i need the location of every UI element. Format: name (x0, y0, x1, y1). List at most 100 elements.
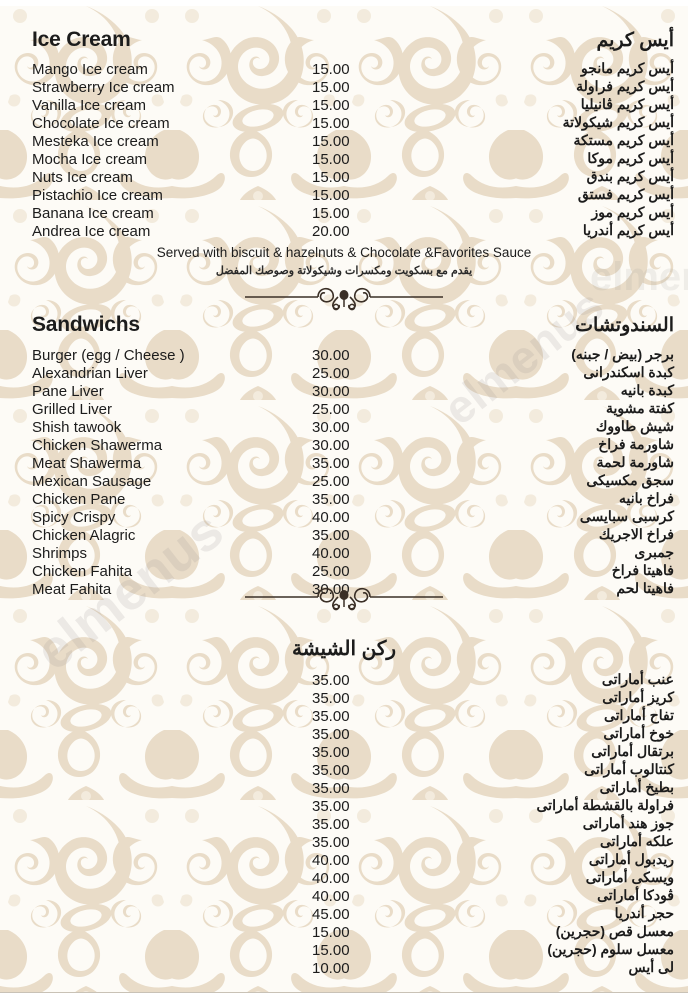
item-name-ar: بطيخ أماراتى (599, 779, 674, 795)
item-name-en: Chicken Alagric (32, 527, 136, 544)
item-price: 35.00 (312, 816, 350, 833)
ice-cream-title-en: Ice Cream (32, 28, 131, 51)
item-name-ar: فراخ الاجريك (598, 526, 674, 542)
item-name-ar: حجر أندريا (614, 905, 674, 921)
item-name-en: Shrimps (32, 545, 88, 562)
item-name-en: Meat Shawerma (32, 455, 142, 472)
item-name-en: Shish tawook (32, 419, 122, 436)
item-name-en: Vanilla Ice cream (32, 97, 146, 114)
menu-row: Burger (egg / Cheese ) 30.00 برجر (بيض /… (0, 346, 688, 365)
item-name-ar: علكه أماراتى (600, 833, 674, 849)
item-price: 15.00 (312, 924, 350, 941)
item-price: 30.00 (312, 347, 350, 364)
item-name-ar: كنتالوب أماراتى (584, 761, 674, 777)
item-name-en: Chicken Pane (32, 491, 126, 508)
item-price: 40.00 (312, 870, 350, 887)
item-price: 35.00 (312, 780, 350, 797)
item-price: 35.00 (312, 708, 350, 725)
item-name-ar: برجر (بيض / جبنه) (571, 346, 674, 362)
menu-row: Mexican Sausage 25.00 سجق مكسيكى (0, 472, 688, 491)
menu-row: Mango Ice cream 15.00 أيس كريم مانجو (0, 60, 688, 79)
sandwichs-title-en: Sandwichs (32, 313, 140, 336)
item-name-ar: فراولة بالقشطة أماراتى (536, 797, 674, 813)
sandwichs-item-list: Burger (egg / Cheese ) 30.00 برجر (بيض /… (0, 346, 688, 599)
item-price: 15.00 (312, 205, 350, 222)
item-name-ar: أيس كريم فستق (577, 186, 674, 202)
shisha-row: 35.00 تفاح أماراتى (0, 707, 688, 726)
item-name-ar: كرسبى سبايسى (579, 508, 674, 524)
item-name-en: Burger (egg / Cheese ) (32, 347, 185, 364)
item-price: 30.00 (312, 437, 350, 454)
shisha-row: 35.00 علكه أماراتى (0, 833, 688, 852)
item-name-ar: أيس كريم موكا (587, 150, 674, 166)
ice-cream-item-list: Mango Ice cream 15.00 أيس كريم مانجو Str… (0, 60, 688, 241)
item-name-en: Pane Liver (32, 383, 104, 400)
item-price: 30.00 (312, 419, 350, 436)
item-name-en: Mocha Ice cream (32, 151, 148, 168)
item-price: 35.00 (312, 455, 350, 472)
item-price: 35.00 (312, 690, 350, 707)
item-name-ar: أيس كريم أندريا (582, 222, 674, 238)
item-name-ar: كريز أماراتى (602, 689, 674, 705)
shisha-row: 15.00 معسل قص (حجرين) (0, 923, 688, 942)
shisha-row: 40.00 ڤودكا أماراتى (0, 887, 688, 906)
item-name-en: Pistachio Ice cream (32, 187, 163, 204)
shisha-row: 10.00 لى أيس (0, 959, 688, 978)
item-name-en: Alexandrian Liver (32, 365, 148, 382)
menu-row: Chocolate Ice cream 15.00 أيس كريم شيكول… (0, 114, 688, 133)
menu-row: Shrimps 40.00 جمبرى (0, 544, 688, 563)
item-name-ar: معسل سلوم (حجرين) (547, 941, 674, 957)
item-price: 35.00 (312, 762, 350, 779)
item-name-en: Chicken Shawerma (32, 437, 163, 454)
menu-row: Mesteka Ice cream 15.00 أيس كريم مستكة (0, 132, 688, 151)
menu-row: Pane Liver 30.00 كبدة بانيه (0, 382, 688, 401)
item-name-en: Mesteka Ice cream (32, 133, 159, 150)
item-name-ar: سجق مكسيكى (586, 472, 674, 488)
item-price: 15.00 (312, 187, 350, 204)
shisha-section-title: ركن الشيشة (291, 638, 397, 660)
item-name-ar: أيس كريم موز (591, 204, 674, 220)
serving-note-ar: يقدم مع بسكويت ومكسرات وشيكولاتة وصوصك ا… (215, 265, 473, 277)
item-price: 20.00 (312, 223, 350, 240)
item-price: 40.00 (312, 509, 350, 526)
item-name-ar: كفتة مشوية (606, 400, 674, 416)
item-name-ar: شاورمة فراخ (598, 436, 674, 452)
item-name-en: Chicken Fahita (32, 563, 133, 580)
ornamental-divider-2 (0, 583, 688, 611)
shisha-row: 35.00 عنب أماراتى (0, 671, 688, 690)
sandwichs-title-ar: السندوتشات (575, 315, 674, 336)
item-price: 45.00 (312, 906, 350, 923)
shisha-row: 35.00 فراولة بالقشطة أماراتى (0, 797, 688, 816)
item-price: 25.00 (312, 563, 350, 580)
item-price: 40.00 (312, 545, 350, 562)
menu-row: Chicken Alagric 35.00 فراخ الاجريك (0, 526, 688, 545)
item-name-en: Mango Ice cream (32, 61, 148, 78)
shisha-row: 35.00 جوز هند أماراتى (0, 815, 688, 834)
item-name-en: Banana Ice cream (32, 205, 154, 222)
shisha-row: 35.00 خوخ أماراتى (0, 725, 688, 744)
shisha-row: 35.00 برتقال أماراتى (0, 743, 688, 762)
menu-row: Strawberry Ice cream 15.00 أيس كريم فراو… (0, 78, 688, 97)
item-name-ar: شاورمة لحمة (596, 454, 674, 470)
menu-row: Spicy Crispy 40.00 كرسبى سبايسى (0, 508, 688, 527)
item-price: 15.00 (312, 942, 350, 959)
section-ice-cream: Ice Cream أيس كريم Mango Ice cream 15.00… (0, 28, 688, 241)
menu-row: Nuts Ice cream 15.00 أيس كريم بندق (0, 168, 688, 187)
item-price: 35.00 (312, 672, 350, 689)
menu-row: Andrea Ice cream 20.00 أيس كريم أندريا (0, 222, 688, 241)
menu-row: Vanilla Ice cream 15.00 أيس كريم ڤانيليا (0, 96, 688, 115)
item-name-ar: ريدبول أماراتى (588, 851, 674, 867)
item-name-ar: ڤودكا أماراتى (597, 887, 674, 903)
item-name-ar: أيس كريم شيكولاتة (562, 114, 674, 130)
item-name-ar: برتقال أماراتى (591, 743, 674, 759)
item-name-ar: لى أيس (628, 959, 674, 975)
item-price: 15.00 (312, 79, 350, 96)
shisha-row: 35.00 كريز أماراتى (0, 689, 688, 708)
shisha-row: 40.00 ويسكى أماراتى (0, 869, 688, 888)
item-price: 10.00 (312, 960, 350, 977)
item-price: 40.00 (312, 852, 350, 869)
item-name-en: Mexican Sausage (32, 473, 152, 490)
section-sandwichs: Sandwichs السندوتشات Burger (egg / Chees… (0, 313, 688, 599)
item-name-ar: تفاح أماراتى (603, 707, 674, 723)
item-name-en: Nuts Ice cream (32, 169, 133, 186)
